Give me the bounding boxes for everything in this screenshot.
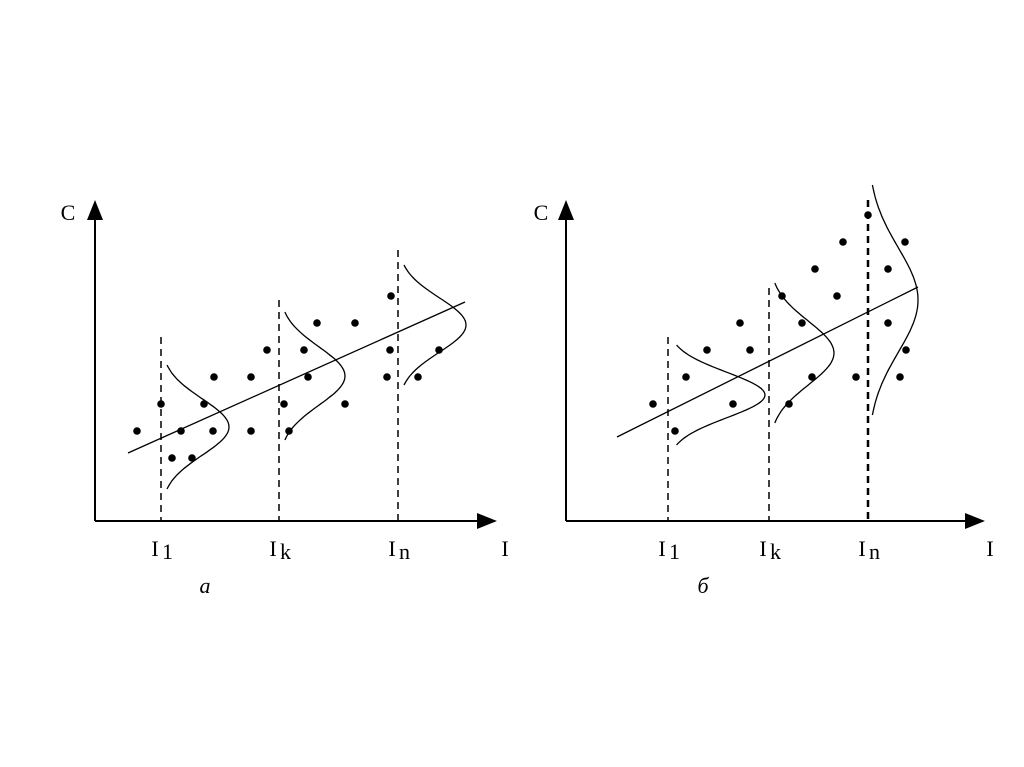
point [808, 373, 816, 381]
point [285, 427, 293, 435]
point [746, 346, 754, 354]
point [703, 346, 711, 354]
x-marker-label: I [658, 536, 665, 561]
point [188, 454, 196, 462]
regression-line [616, 286, 919, 438]
point [263, 346, 271, 354]
distribution-curve [871, 184, 919, 416]
y-axis-label: C [534, 200, 549, 225]
point [901, 238, 909, 246]
point [383, 373, 391, 381]
distribution-curve [284, 311, 346, 441]
point [839, 238, 847, 246]
x-marker-sub: n [399, 539, 410, 564]
point [435, 346, 443, 354]
point [884, 265, 892, 273]
x-marker-label: I [269, 536, 276, 561]
point [884, 319, 892, 327]
point [671, 427, 679, 435]
distribution-curve [774, 282, 835, 424]
distribution-curve [403, 264, 467, 386]
point [177, 427, 185, 435]
x-marker-label: I [858, 536, 865, 561]
point [852, 373, 860, 381]
point [798, 319, 806, 327]
point [247, 373, 255, 381]
point [682, 373, 690, 381]
point [896, 373, 904, 381]
y-arrow [87, 200, 103, 220]
point [811, 265, 819, 273]
point [133, 427, 141, 435]
panel-caption: б [697, 573, 709, 598]
point [341, 400, 349, 408]
x-marker-label: I [388, 536, 395, 561]
point [313, 319, 321, 327]
x-arrow [965, 513, 985, 529]
x-marker-label: I [759, 536, 766, 561]
x-axis-label: I [986, 536, 993, 561]
point [157, 400, 165, 408]
point [304, 373, 312, 381]
point [729, 400, 737, 408]
point [864, 211, 872, 219]
point [247, 427, 255, 435]
distribution-curve [166, 364, 230, 490]
point [168, 454, 176, 462]
point [833, 292, 841, 300]
x-arrow [477, 513, 497, 529]
point [649, 400, 657, 408]
point [210, 373, 218, 381]
distribution-curve [676, 344, 766, 446]
y-arrow [558, 200, 574, 220]
point [280, 400, 288, 408]
x-marker-sub: 1 [162, 539, 173, 564]
x-marker-label: I [151, 536, 158, 561]
regression-line [127, 301, 466, 454]
point [902, 346, 910, 354]
x-marker-sub: k [280, 539, 291, 564]
panel-caption: а [200, 573, 211, 598]
point [778, 292, 786, 300]
x-marker-sub: n [869, 539, 880, 564]
point [209, 427, 217, 435]
point [414, 373, 422, 381]
x-marker-sub: 1 [669, 539, 680, 564]
y-axis-label: C [61, 200, 76, 225]
point [785, 400, 793, 408]
point [200, 400, 208, 408]
point [736, 319, 744, 327]
point [300, 346, 308, 354]
point [387, 292, 395, 300]
point [351, 319, 359, 327]
point [386, 346, 394, 354]
x-marker-sub: k [770, 539, 781, 564]
x-axis-label: I [501, 536, 508, 561]
